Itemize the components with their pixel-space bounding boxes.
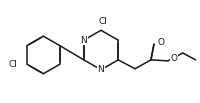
Text: Cl: Cl bbox=[8, 60, 17, 69]
Text: O: O bbox=[170, 54, 177, 63]
Text: N: N bbox=[98, 65, 104, 74]
Text: N: N bbox=[80, 36, 87, 45]
Text: O: O bbox=[157, 38, 164, 47]
Text: Cl: Cl bbox=[99, 17, 107, 26]
